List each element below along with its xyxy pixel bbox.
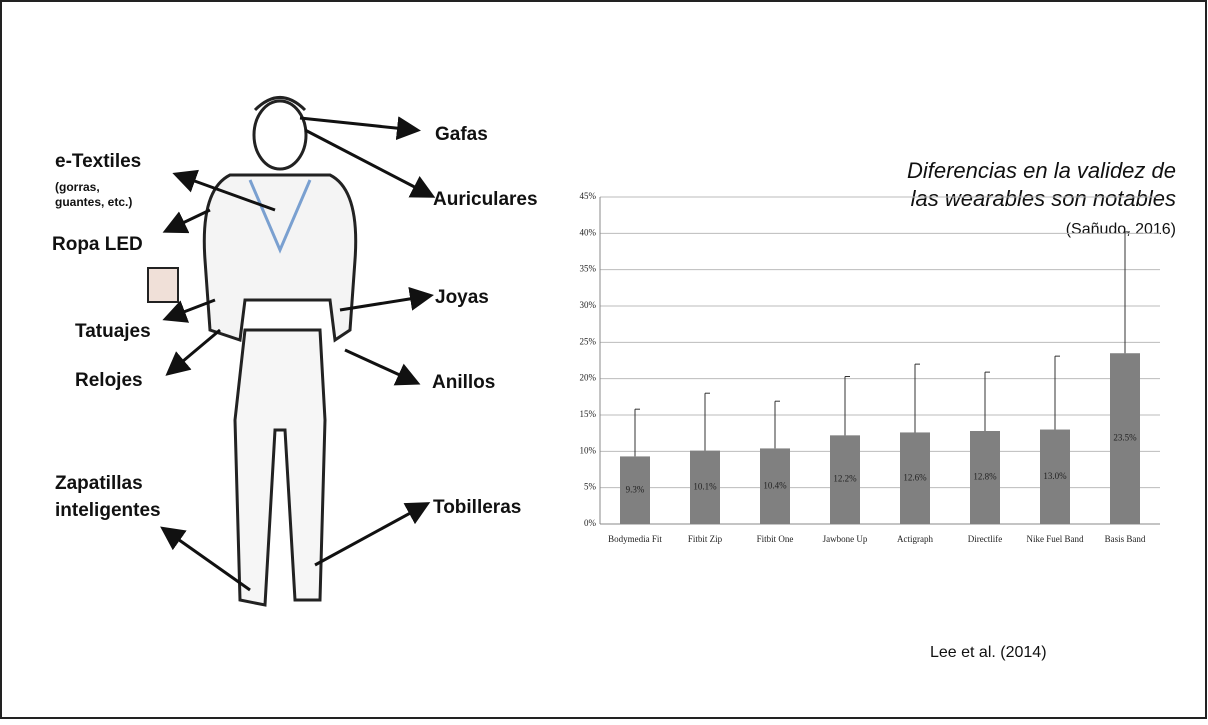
x-tick-label: Jawbone Up [823,534,868,544]
illustration-label: guantes, etc.) [55,195,132,209]
value-label: 10.4% [763,480,787,490]
illustration-label: Gafas [435,124,488,145]
value-label: 13.0% [1043,471,1067,481]
bar [830,435,860,524]
x-tick-label: Actigraph [897,534,933,544]
illustration-label: (gorras, [55,180,100,194]
chart-title: Diferencias en la validez de [907,158,1176,183]
bar [970,430,1000,524]
y-tick-label: 0% [584,518,597,528]
y-tick-label: 30% [580,300,597,310]
y-tick-label: 40% [580,227,597,237]
x-tick-label: Basis Band [1105,534,1146,544]
illustration-labels: e-Textiles (gorras,guantes, etc.) Ropa LED… [52,124,538,521]
bar [1110,353,1140,524]
x-tick-label: Fitbit One [757,534,794,544]
bar [760,448,790,524]
value-label: 23.5% [1113,433,1137,443]
value-label: 12.8% [973,472,997,482]
value-label: 12.2% [833,474,857,484]
illustration-label: Relojes [75,370,143,391]
illustration-label: Ropa LED [52,234,143,255]
illustration-label: Tatuajes [75,321,151,342]
y-tick-label: 15% [580,409,597,419]
illustration-label: Auriculares [433,189,538,210]
illustration-label: e-Textiles [55,151,141,172]
x-tick-label: Fitbit Zip [688,534,723,544]
chart-subtitle: (Sañudo, 2016) [1066,221,1176,238]
illustration-label: Tobilleras [433,497,521,518]
arrows [160,116,436,592]
illustration-label: Zapatillas [55,473,143,494]
illustration-label: Anillos [432,372,495,393]
y-tick-label: 45% [580,191,597,201]
value-label: 12.6% [903,472,927,482]
chart-title: las wearables son notables [911,186,1176,211]
illustration-label: Joyas [435,287,489,308]
value-label: 10.1% [693,481,717,491]
person-illustration [147,96,358,607]
illustration-label: inteligentes [55,500,161,521]
source: Lee et al. (2014) [930,644,1047,661]
bar [1040,429,1070,524]
y-tick-label: 20% [580,373,597,383]
x-tick-label: Bodymedia Fit [608,534,662,544]
bar [900,432,930,524]
y-tick-label: 35% [580,264,597,274]
y-tick-label: 10% [580,445,597,455]
y-tick-label: 5% [584,482,597,492]
bar [620,456,650,524]
x-tick-label: Directlife [968,534,1002,544]
value-label: 9.3% [626,484,645,494]
bar [690,450,720,524]
x-tick-label: Nike Fuel Band [1027,534,1084,544]
y-tick-label: 25% [580,336,597,346]
